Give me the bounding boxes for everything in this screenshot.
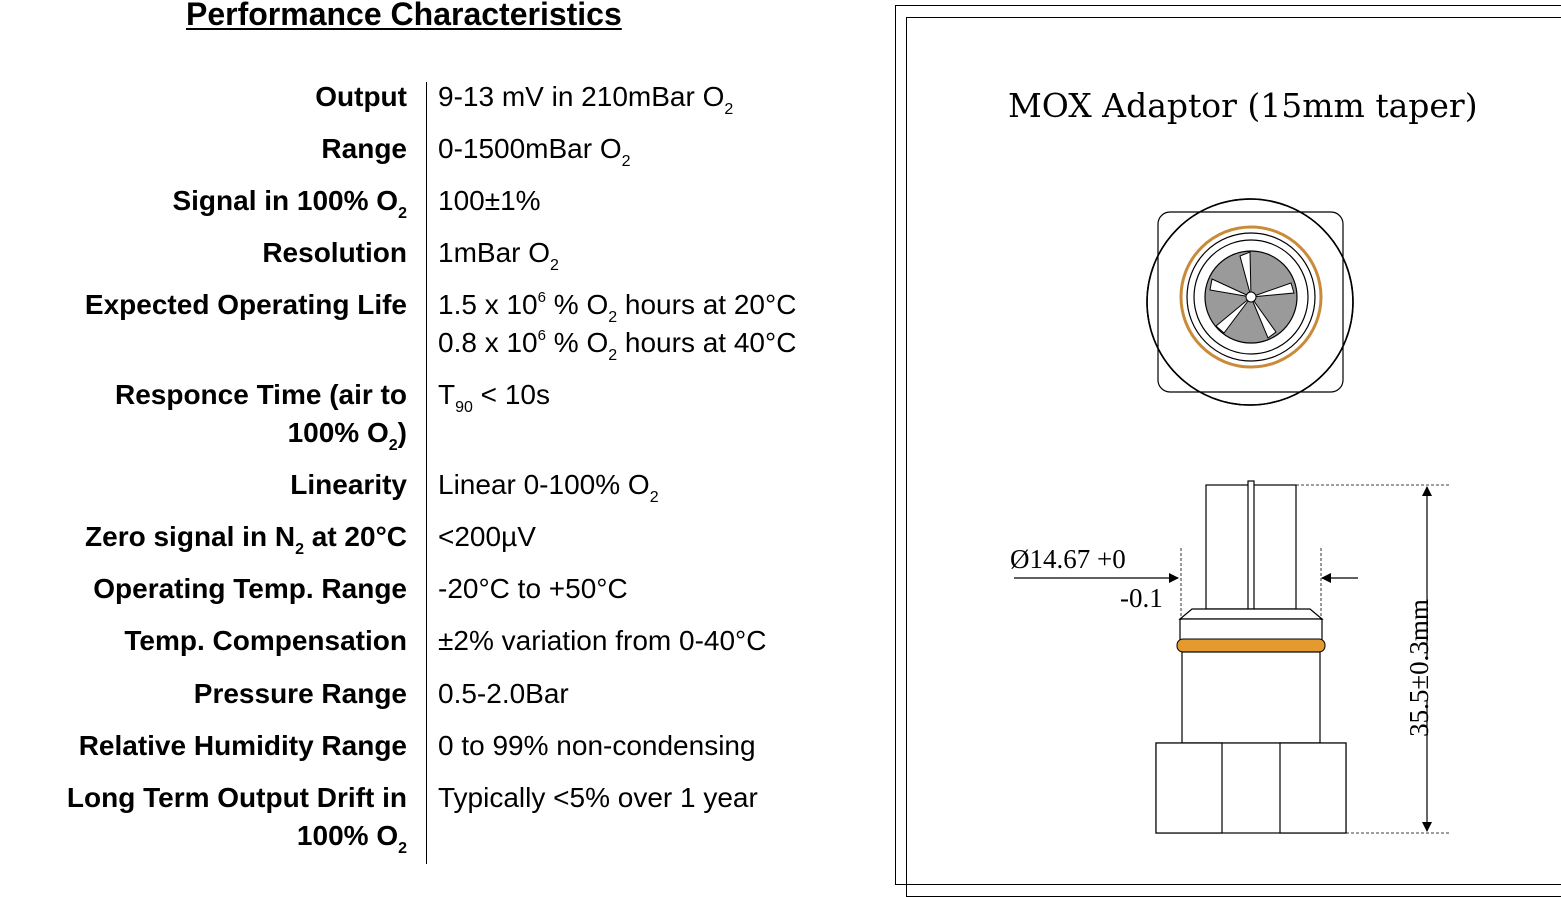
value-operating-life-2: 0.8 x 106 % O2 hours at 40°C xyxy=(438,327,797,364)
value-output-drift: Typically <5% over 1 year xyxy=(438,782,758,813)
drawing-title: MOX Adaptor (15mm taper) xyxy=(1008,86,1478,125)
label-resolution: Resolution xyxy=(262,237,407,268)
oring-side xyxy=(1176,638,1326,653)
label-output-drift-2: 100% O2 xyxy=(296,820,407,857)
label-response-time-2: 100% O2) xyxy=(287,417,407,454)
value-response-time: T90 < 10s xyxy=(438,379,550,416)
length-dimension-label: 35.5±0.3mm xyxy=(1404,599,1434,737)
value-temp-compensation: ±2% variation from 0-40°C xyxy=(438,625,767,656)
label-signal: Signal in 100% O2 xyxy=(172,185,407,222)
adaptor-side-view xyxy=(1155,480,1347,834)
label-operating-life: Expected Operating Life xyxy=(84,289,407,320)
label-output: Output xyxy=(315,81,407,112)
label-linearity: Linearity xyxy=(290,469,407,500)
value-linearity: Linear 0-100% O2 xyxy=(438,469,659,506)
value-signal: 100±1% xyxy=(438,185,541,216)
label-range: Range xyxy=(321,133,407,164)
value-operating-temp: -20°C to +50°C xyxy=(438,573,628,604)
value-pressure-range: 0.5-2.0Bar xyxy=(438,678,569,709)
label-pressure-range: Pressure Range xyxy=(193,678,407,709)
label-temp-compensation: Temp. Compensation xyxy=(124,625,407,656)
page-title: Performance Characteristics xyxy=(186,0,622,32)
adaptor-top-view xyxy=(1146,198,1354,406)
label-output-drift-1: Long Term Output Drift in xyxy=(66,782,407,813)
diameter-tolerance-label: -0.1 xyxy=(1120,583,1163,613)
value-resolution: 1mBar O2 xyxy=(438,237,559,274)
label-response-time-1: Responce Time (air to xyxy=(114,379,407,410)
value-output: 9-13 mV in 210mBar O2 xyxy=(438,81,734,118)
label-zero-signal: Zero signal in N2 at 20°C xyxy=(85,521,407,558)
table-divider xyxy=(426,82,427,864)
label-humidity: Relative Humidity Range xyxy=(78,730,407,761)
value-zero-signal: <200µV xyxy=(438,521,536,552)
label-operating-temp: Operating Temp. Range xyxy=(93,573,407,604)
value-range: 0-1500mBar O2 xyxy=(438,133,631,170)
value-operating-life-1: 1.5 x 106 % O2 hours at 20°C xyxy=(438,289,797,326)
oring-top xyxy=(1179,225,1323,369)
value-humidity: 0 to 99% non-condensing xyxy=(438,730,756,761)
mox-adaptor-drawing xyxy=(1014,198,1450,834)
dimension-lines xyxy=(1014,484,1450,834)
diameter-dimension-label: Ø14.67 +0 xyxy=(1010,544,1126,574)
